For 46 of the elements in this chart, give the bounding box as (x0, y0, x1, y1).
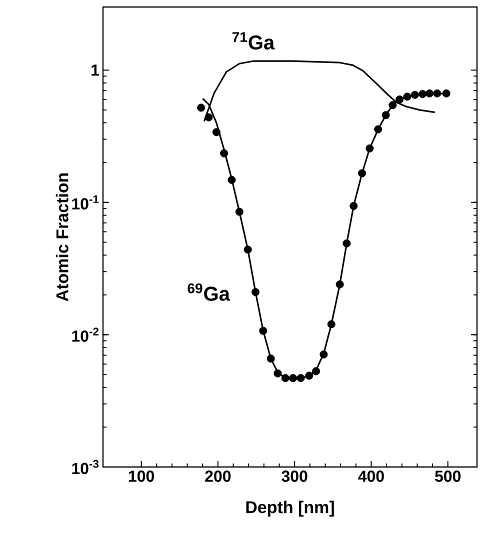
point (220, 149, 228, 158)
point (382, 111, 390, 120)
point (342, 239, 351, 248)
point (410, 90, 419, 99)
point (425, 89, 434, 98)
point (358, 169, 366, 178)
point (289, 374, 298, 382)
x-tick-label: 100 (128, 470, 154, 482)
x-tick-label: 200 (205, 470, 231, 482)
x-tick-label: 300 (282, 470, 308, 482)
y-tick-label: 1 (92, 64, 100, 76)
point (327, 320, 336, 328)
point (204, 113, 213, 122)
point (403, 92, 412, 101)
y-axis-title: Atomic Fraction (56, 173, 68, 302)
point (396, 95, 404, 104)
point (320, 350, 328, 358)
point (259, 326, 268, 335)
point (388, 101, 397, 110)
point (296, 374, 305, 382)
point (418, 90, 427, 98)
series-label: $^{71}$Ga (232, 32, 275, 50)
point (266, 354, 275, 363)
point (374, 125, 382, 134)
point (228, 176, 236, 184)
x-axis-title: Depth [nm] (246, 500, 334, 517)
point (212, 128, 220, 136)
point (305, 372, 314, 380)
point (366, 144, 374, 152)
point (350, 202, 358, 210)
y-tick-label: 10$^{-1}$ (72, 195, 99, 210)
x-tick-label: 400 (358, 470, 384, 482)
x-tick-label: 500 (435, 470, 461, 482)
point (197, 104, 206, 112)
y-tick-label: 10$^{-3}$ (72, 460, 99, 474)
point (312, 367, 320, 376)
point (235, 208, 244, 216)
point (274, 369, 282, 378)
point (433, 89, 442, 98)
point (281, 374, 290, 382)
point (442, 89, 450, 98)
point (336, 280, 344, 288)
point (252, 288, 260, 296)
y-tick-label: 10$^{-2}$ (72, 328, 99, 342)
series-label: $^{69}$Ga (188, 283, 230, 301)
point (244, 246, 252, 254)
